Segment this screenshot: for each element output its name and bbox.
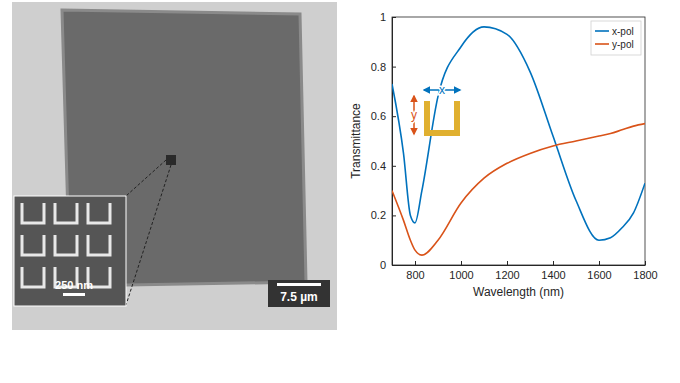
inset-u-shape (88, 235, 110, 255)
series-line (392, 27, 645, 240)
chart: 800 1000 1200 1400 1600 1800 0 0.2 0.4 0.6 0.8 1 Wav… (349, 11, 658, 299)
x-arrow-label: x (439, 83, 445, 97)
tick: 1400 (541, 261, 565, 281)
legend: x-pol y-pol (591, 21, 641, 55)
tick-label: 1800 (633, 269, 657, 281)
u-shape (427, 101, 457, 133)
tick-mark (599, 261, 600, 265)
tick-mark (392, 17, 396, 18)
tick: 1200 (495, 261, 519, 281)
inset-scale-label: 250 nm (55, 279, 93, 291)
tick-mark (645, 261, 646, 265)
tick-mark (392, 265, 396, 266)
tick-label: 1600 (587, 269, 611, 281)
legend-swatch (595, 43, 609, 45)
tick-mark (553, 261, 554, 265)
tick-label: 1200 (495, 269, 519, 281)
tick-mark (415, 261, 416, 265)
tick-label: 1 (380, 11, 386, 23)
scale-box (268, 280, 330, 307)
zoom-line (126, 160, 166, 196)
scale-label: 7.5 µm (280, 290, 318, 304)
scale-bar (277, 283, 321, 286)
inset-scale-bar (63, 293, 85, 296)
inset-u-shape (22, 235, 44, 255)
y-axis-title: Transmittance (349, 103, 363, 179)
x-axis-title: Wavelength (nm) (473, 285, 564, 299)
inset-u-shape (22, 203, 44, 223)
series-line (392, 124, 645, 255)
axis-line (392, 18, 393, 266)
tick: 1600 (587, 261, 611, 281)
tick: 0.4 (371, 160, 396, 172)
tick-label: 0.4 (371, 160, 386, 172)
tick: 0.2 (371, 209, 396, 221)
u-inset: xy (411, 83, 460, 134)
tick-label: 0.2 (371, 209, 386, 221)
legend-label: y-pol (612, 39, 634, 50)
tick-label: 0.8 (371, 61, 386, 73)
tick: 0 (380, 259, 396, 271)
sem-image: 250 nm 7.5 µm (12, 2, 337, 330)
tick: 800 (406, 261, 424, 281)
canvas: 250 nm7.5 µm8001000120014001600180000.20… (0, 0, 680, 383)
tick-label: 1000 (449, 269, 473, 281)
legend-label: x-pol (612, 26, 634, 37)
tick-mark (392, 215, 396, 216)
inset-background (14, 196, 126, 306)
tick: 0.6 (371, 110, 396, 122)
tick-label: 0.6 (371, 110, 386, 122)
inset-u-shape (55, 235, 77, 255)
inset-u-shape (22, 267, 44, 287)
legend-box (591, 21, 641, 55)
tick-label: 1400 (541, 269, 565, 281)
sem-background (12, 2, 337, 330)
inset-u-shape (55, 203, 77, 223)
x-axis: 800 1000 1200 1400 1600 1800 (393, 261, 658, 281)
tick-mark (392, 67, 396, 68)
inset-u-shape (88, 203, 110, 223)
tick: 1800 (633, 261, 657, 281)
zoom-line (126, 165, 171, 305)
tick-label: 0 (380, 259, 386, 271)
lines (392, 27, 645, 255)
tick-label: 800 (406, 269, 424, 281)
tick-mark (507, 261, 508, 265)
plot-frame (392, 17, 645, 265)
tick-mark (461, 261, 462, 265)
axis-line (393, 265, 646, 266)
tick-mark (392, 116, 396, 117)
tick: 1000 (449, 261, 473, 281)
sem-marker (166, 155, 176, 165)
tick-mark (392, 166, 396, 167)
tick: 0.8 (371, 61, 396, 73)
y-arrow-label: y (411, 108, 417, 122)
tick: 1 (380, 11, 396, 23)
legend-swatch (595, 30, 609, 32)
y-axis: 0 0.2 0.4 0.6 0.8 1 (371, 11, 396, 271)
